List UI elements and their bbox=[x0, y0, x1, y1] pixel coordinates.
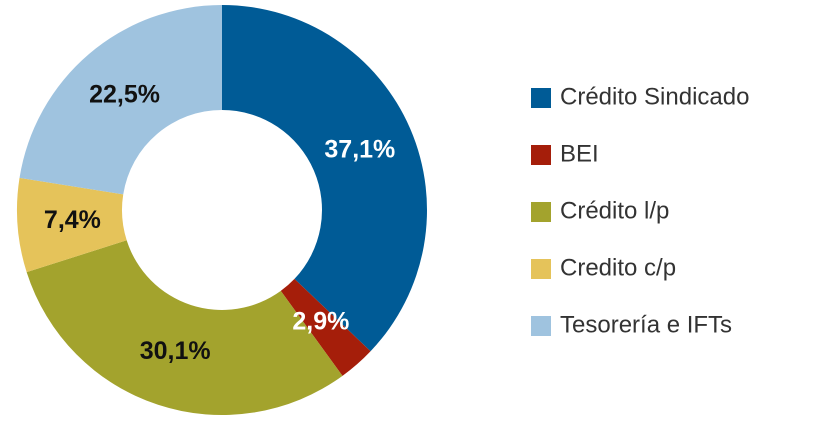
data-label: 22,5% bbox=[89, 81, 160, 109]
legend-swatch bbox=[531, 316, 551, 336]
data-label: 2,9% bbox=[292, 307, 349, 335]
donut-slice bbox=[222, 5, 427, 352]
legend-swatch bbox=[531, 202, 551, 222]
legend-swatch bbox=[531, 259, 551, 279]
legend-swatch bbox=[531, 145, 551, 165]
donut-slice bbox=[280, 278, 371, 376]
legend-label: Crédito Sindicado bbox=[560, 83, 749, 110]
legend-label: BEI bbox=[560, 140, 599, 167]
donut-slice bbox=[16, 177, 127, 273]
legend-label: Tesorería e IFTs bbox=[560, 311, 732, 338]
data-label: 7,4% bbox=[44, 206, 101, 234]
legend-label: Credito c/p bbox=[560, 254, 676, 281]
donut-slice bbox=[26, 240, 343, 415]
legend-label: Crédito l/p bbox=[560, 197, 669, 224]
legend-swatch bbox=[531, 88, 551, 108]
data-label: 30,1% bbox=[140, 337, 211, 365]
data-label: 37,1% bbox=[324, 135, 395, 163]
donut-slice bbox=[19, 5, 222, 195]
